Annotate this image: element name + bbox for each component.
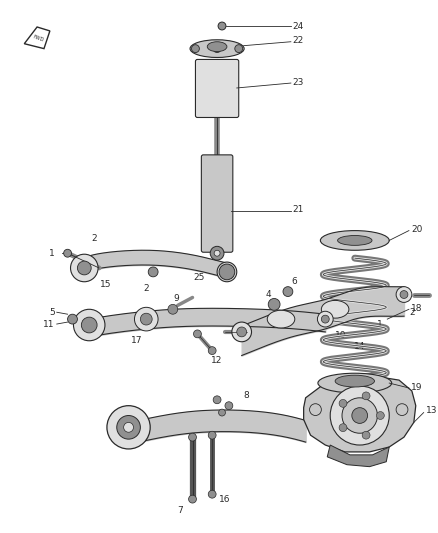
Circle shape	[214, 251, 220, 256]
Circle shape	[217, 262, 237, 282]
Text: 18: 18	[411, 304, 422, 313]
Circle shape	[362, 392, 370, 400]
Ellipse shape	[207, 42, 227, 52]
Text: 4: 4	[265, 290, 271, 299]
Text: 9: 9	[173, 294, 179, 303]
Circle shape	[78, 261, 91, 275]
Text: 1: 1	[377, 320, 382, 328]
Circle shape	[81, 317, 97, 333]
Circle shape	[140, 313, 152, 325]
Text: 14: 14	[354, 342, 365, 351]
Circle shape	[124, 423, 134, 432]
Circle shape	[213, 396, 221, 403]
Text: 2: 2	[409, 308, 415, 317]
Circle shape	[310, 403, 321, 416]
Text: 19: 19	[411, 383, 422, 392]
Circle shape	[222, 267, 232, 277]
Ellipse shape	[318, 373, 392, 393]
Text: 3: 3	[231, 313, 237, 321]
Circle shape	[208, 346, 216, 354]
Text: 6: 6	[291, 277, 297, 286]
Circle shape	[352, 408, 367, 423]
Polygon shape	[304, 376, 416, 452]
Circle shape	[396, 287, 412, 302]
Circle shape	[219, 409, 226, 416]
Circle shape	[232, 322, 251, 342]
Ellipse shape	[190, 40, 244, 58]
Circle shape	[213, 45, 221, 53]
Circle shape	[339, 424, 347, 432]
Text: 25: 25	[193, 273, 204, 282]
Circle shape	[237, 327, 247, 337]
Circle shape	[107, 406, 150, 449]
Circle shape	[362, 431, 370, 439]
Circle shape	[191, 45, 199, 53]
Text: 15: 15	[100, 280, 112, 289]
Circle shape	[210, 246, 224, 260]
Circle shape	[400, 290, 408, 298]
Text: 11: 11	[43, 320, 55, 328]
Circle shape	[225, 402, 233, 410]
Circle shape	[283, 287, 293, 296]
Polygon shape	[327, 445, 389, 467]
Circle shape	[321, 315, 329, 323]
FancyBboxPatch shape	[195, 60, 239, 117]
Text: 13: 13	[426, 406, 437, 415]
Circle shape	[71, 254, 98, 282]
Circle shape	[64, 249, 71, 257]
Text: 2: 2	[92, 234, 97, 243]
Text: 20: 20	[411, 225, 422, 234]
Circle shape	[134, 308, 158, 331]
Circle shape	[189, 495, 196, 503]
Circle shape	[235, 45, 243, 53]
Text: 2: 2	[144, 284, 149, 293]
Text: 8: 8	[244, 391, 250, 400]
FancyBboxPatch shape	[201, 155, 233, 252]
Circle shape	[376, 411, 384, 419]
Circle shape	[208, 431, 216, 439]
Circle shape	[268, 298, 280, 310]
Circle shape	[339, 399, 347, 407]
Circle shape	[168, 304, 178, 314]
Circle shape	[342, 398, 378, 433]
Text: 21: 21	[293, 205, 304, 214]
Circle shape	[189, 433, 196, 441]
Circle shape	[148, 267, 158, 277]
Text: 23: 23	[293, 78, 304, 86]
Circle shape	[74, 309, 105, 341]
Text: 1: 1	[49, 249, 55, 258]
Text: 16: 16	[219, 495, 231, 504]
Text: 24: 24	[293, 21, 304, 30]
Circle shape	[396, 403, 408, 416]
Text: 7: 7	[177, 506, 183, 515]
Circle shape	[208, 490, 216, 498]
Ellipse shape	[267, 310, 295, 328]
Circle shape	[219, 264, 235, 280]
Text: 22: 22	[293, 36, 304, 45]
Ellipse shape	[335, 375, 374, 387]
Text: 5: 5	[49, 308, 55, 317]
Text: 12: 12	[212, 356, 223, 365]
Ellipse shape	[338, 236, 372, 245]
Circle shape	[318, 311, 333, 327]
Text: 10: 10	[335, 332, 346, 341]
Text: 17: 17	[131, 336, 142, 345]
Text: FWD: FWD	[32, 35, 44, 43]
Circle shape	[218, 22, 226, 30]
Ellipse shape	[321, 301, 349, 318]
Circle shape	[194, 330, 201, 338]
Circle shape	[67, 314, 78, 324]
Circle shape	[330, 386, 389, 445]
Ellipse shape	[320, 231, 389, 251]
Circle shape	[117, 416, 140, 439]
